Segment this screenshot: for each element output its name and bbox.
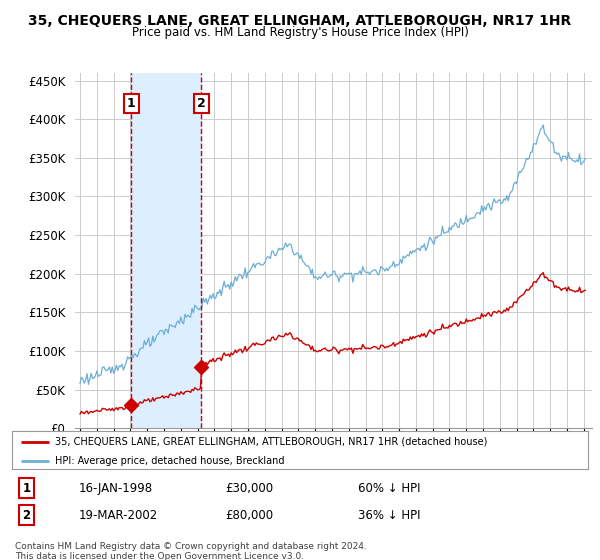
Text: 16-JAN-1998: 16-JAN-1998 bbox=[78, 482, 152, 494]
Text: 1: 1 bbox=[22, 482, 31, 494]
Bar bbox=[131, 73, 201, 428]
Text: 19-MAR-2002: 19-MAR-2002 bbox=[78, 508, 157, 522]
Text: 35, CHEQUERS LANE, GREAT ELLINGHAM, ATTLEBOROUGH, NR17 1HR: 35, CHEQUERS LANE, GREAT ELLINGHAM, ATTL… bbox=[28, 14, 572, 28]
Text: 1: 1 bbox=[127, 97, 136, 110]
Text: £80,000: £80,000 bbox=[225, 508, 273, 522]
Text: HPI: Average price, detached house, Breckland: HPI: Average price, detached house, Brec… bbox=[55, 456, 285, 466]
Text: Price paid vs. HM Land Registry's House Price Index (HPI): Price paid vs. HM Land Registry's House … bbox=[131, 26, 469, 39]
Text: 35, CHEQUERS LANE, GREAT ELLINGHAM, ATTLEBOROUGH, NR17 1HR (detached house): 35, CHEQUERS LANE, GREAT ELLINGHAM, ATTL… bbox=[55, 437, 488, 447]
Text: 36% ↓ HPI: 36% ↓ HPI bbox=[358, 508, 420, 522]
Text: Contains HM Land Registry data © Crown copyright and database right 2024.
This d: Contains HM Land Registry data © Crown c… bbox=[15, 542, 367, 560]
Text: 2: 2 bbox=[197, 97, 205, 110]
Text: 60% ↓ HPI: 60% ↓ HPI bbox=[358, 482, 420, 494]
Text: 2: 2 bbox=[22, 508, 31, 522]
Text: £30,000: £30,000 bbox=[225, 482, 273, 494]
